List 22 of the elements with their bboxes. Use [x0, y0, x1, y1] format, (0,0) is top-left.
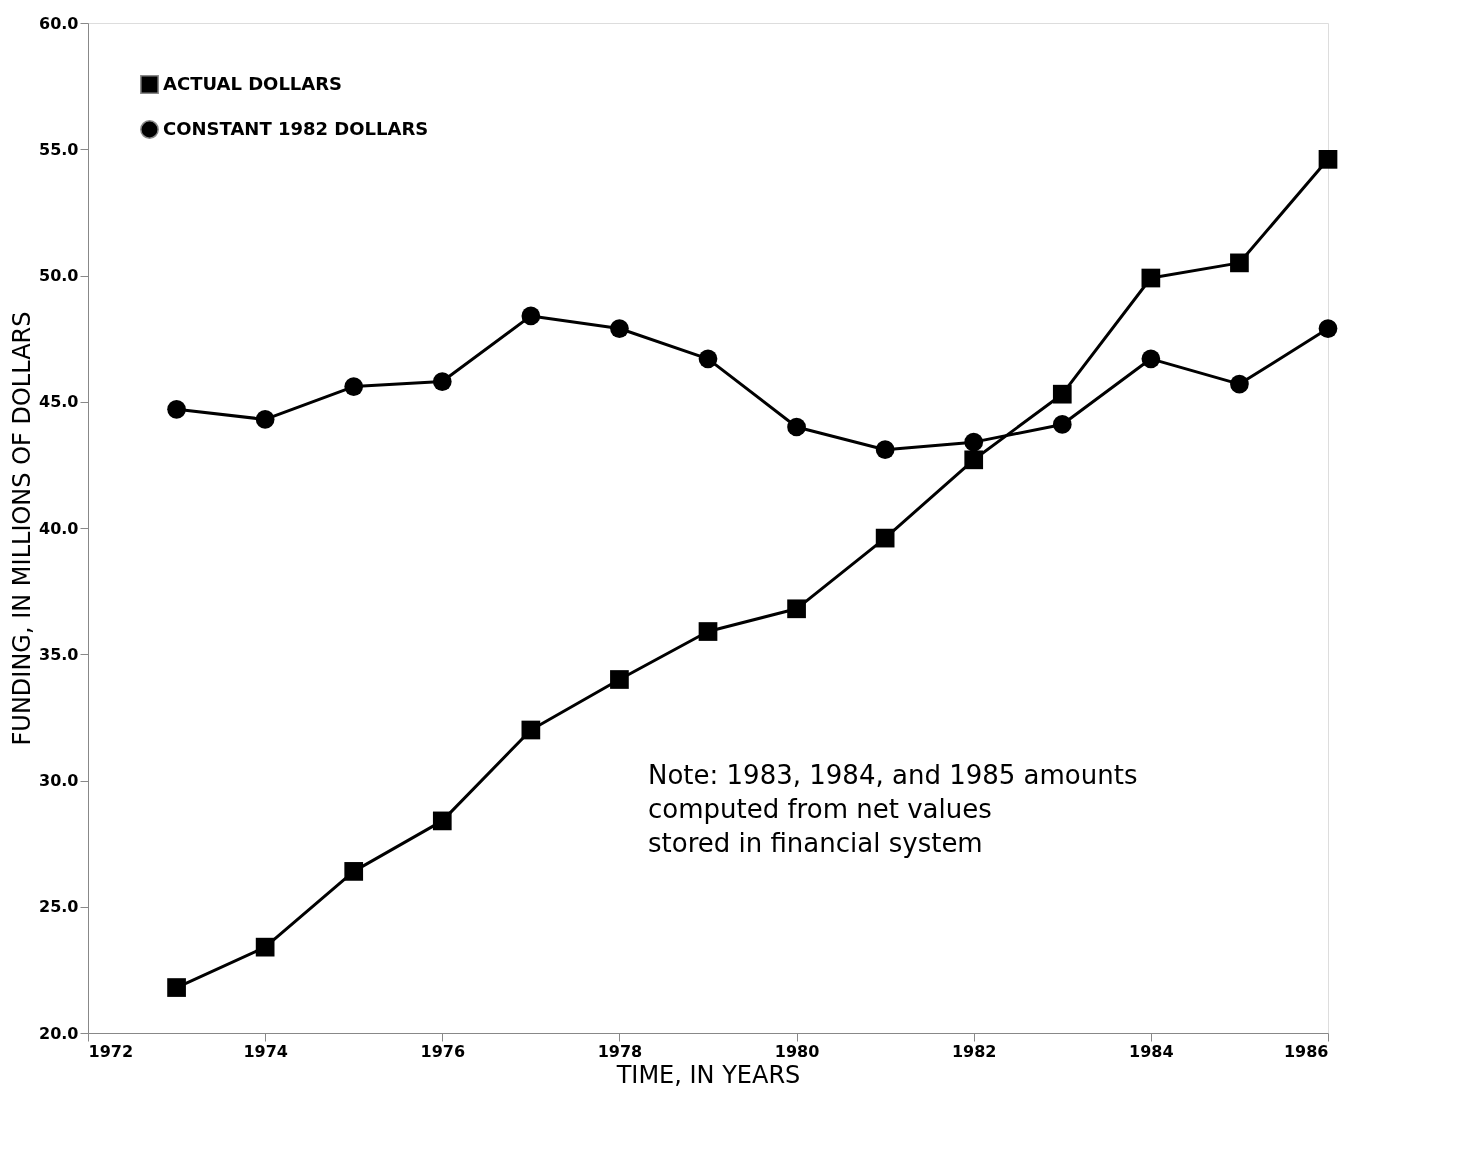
y-tick-label: 25.0	[39, 897, 79, 917]
x-tick-label: 1986	[1283, 1041, 1329, 1061]
y-tick-label: 30.0	[39, 771, 79, 790]
x-tick-label: 1982	[951, 1041, 997, 1061]
legend-label: CONSTANT 1982 DOLLARS	[163, 117, 429, 139]
x-tick-label: 1972	[88, 1041, 134, 1061]
x-tick-label: 1978	[597, 1041, 643, 1061]
y-axis-title: FUNDING, IN MILLIONS OF DOLLARS	[8, 311, 37, 746]
y-tick-label: 40.0	[39, 518, 79, 538]
x-tick-label: 1980	[774, 1041, 820, 1061]
y-tick-label: 50.0	[39, 266, 79, 285]
y-tick-label: 45.0	[39, 392, 79, 412]
y-tick-label: 60.0	[39, 13, 79, 33]
annotation: Note: 1983, 1984, and 1985 amounts computed from net values stored in financial system	[648, 760, 1138, 858]
x-tick-label: 1976	[420, 1041, 466, 1061]
y-tick-label: 20.0	[39, 1023, 79, 1043]
legend-label: ACTUAL DOLLARS	[163, 72, 343, 94]
y-tick-label: 35.0	[39, 644, 79, 664]
x-tick-label: 1984	[1129, 1041, 1174, 1061]
x-tick-label: 1974	[243, 1041, 288, 1061]
x-axis-title: TIME, IN YEARS	[615, 1060, 801, 1089]
y-tick-label: 55.0	[39, 139, 79, 159]
